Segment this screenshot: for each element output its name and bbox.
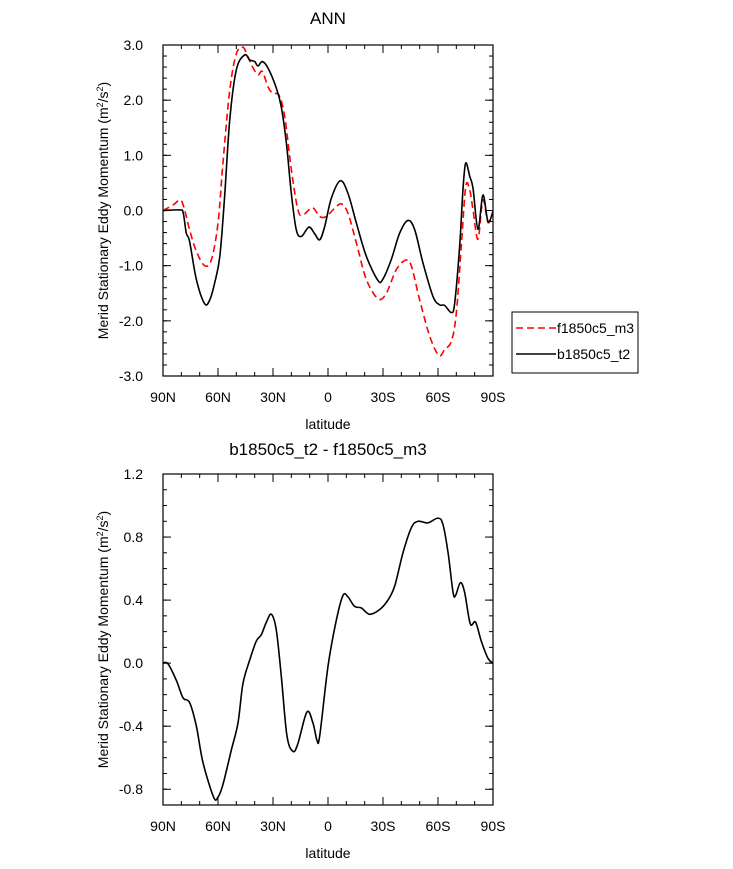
y-axis-label-part: /s [95, 520, 111, 531]
x-tick-label: 0 [324, 389, 332, 405]
x-axis-label: latitude [305, 845, 350, 861]
y-tick-label: -2.0 [119, 313, 143, 329]
legend: f1850c5_m3 b1850c5_t2 [511, 311, 639, 374]
x-tick-label: 60N [205, 818, 231, 834]
y-tick-label: 0.8 [124, 529, 144, 545]
y-axis-label: Merid Stationary Eddy Momentum (m2/s2) [95, 511, 111, 768]
y-axis-label-part: Merid Stationary Eddy Momentum (m [95, 536, 111, 768]
y-tick-label: -1.0 [119, 258, 143, 274]
x-tick-label: 30S [371, 389, 396, 405]
x-tick-label: 90S [481, 818, 506, 834]
x-tick-label: 30S [371, 818, 396, 834]
x-tick-label: 30N [260, 818, 286, 834]
y-tick-label: 0.0 [124, 655, 144, 671]
y-tick-label: 0.4 [124, 592, 144, 608]
x-tick-label: 0 [324, 818, 332, 834]
legend-box [511, 311, 639, 374]
y-tick-label: 1.2 [124, 466, 144, 482]
chart-2: b1850c5_t2 - f1850c5_m3 90N 60N 30N 0 30S 60S 9… [95, 440, 505, 861]
y-tick-label: 2.0 [124, 92, 144, 108]
y-axis-label-part: 2 [95, 515, 105, 520]
y-tick-label: -0.4 [119, 718, 143, 734]
y-axis-label-part: 2 [95, 86, 105, 91]
x-axis-label: latitude [305, 416, 350, 432]
y-axis-label-part: 2 [95, 531, 105, 536]
y-tick-label: -3.0 [119, 368, 143, 384]
y-tick-label: 1.0 [124, 147, 144, 163]
y-axis-label-part: /s [95, 91, 111, 102]
chart-1: ANN 90N 60N 30N 0 30S 60S 90S 3.0 2.0 1.0 0.0 -1.0 -2… [95, 9, 505, 432]
chart-title: ANN [310, 9, 346, 28]
x-tick-label: 30N [260, 389, 286, 405]
y-tick-label: 0.0 [124, 203, 144, 219]
x-tick-label: 90S [481, 389, 506, 405]
series-line-b1850c5_t2 [162, 53, 494, 314]
y-axis-label: Merid Stationary Eddy Momentum (m2/s2) [95, 82, 111, 339]
y-axis-label-part: 2 [95, 102, 105, 107]
chart-title: b1850c5_t2 - f1850c5_m3 [229, 440, 427, 459]
y-axis-label-part: ) [95, 511, 111, 516]
y-axis-label-part: ) [95, 82, 111, 87]
legend-label: b1850c5_t2 [557, 346, 630, 362]
y-tick-label: 3.0 [124, 37, 144, 53]
series-line-difference [162, 517, 494, 802]
x-tick-label: 60S [426, 818, 451, 834]
legend-label: f1850c5_m3 [557, 320, 634, 336]
x-tick-label: 90N [150, 818, 176, 834]
series-line-f1850c5_m3 [162, 46, 494, 357]
x-tick-label: 60S [426, 389, 451, 405]
y-tick-label: -0.8 [119, 781, 143, 797]
x-tick-label: 90N [150, 389, 176, 405]
y-axis-label-part: Merid Stationary Eddy Momentum (m [95, 107, 111, 339]
x-tick-label: 60N [205, 389, 231, 405]
